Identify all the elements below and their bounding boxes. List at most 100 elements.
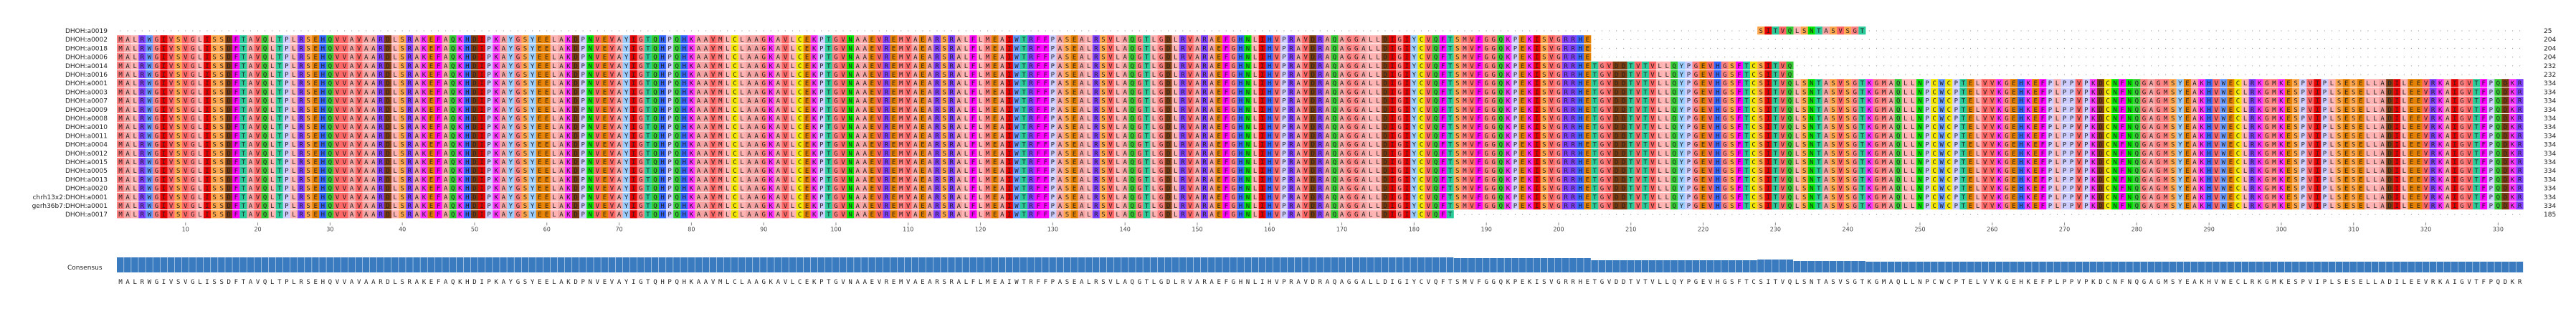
residue-letter: E	[429, 80, 433, 87]
residue-letter: Q	[1434, 63, 1437, 70]
residue-letter: L	[740, 45, 743, 52]
sequence-name[interactable]: DHOH:a0004	[65, 142, 108, 149]
residue-letter: I	[2453, 80, 2456, 87]
residue-letter: A	[371, 63, 376, 70]
residue-letter: A	[913, 54, 918, 62]
sequence-name[interactable]: DHOH:a0007	[65, 98, 108, 105]
residue-letter: Q	[653, 63, 657, 70]
residue-letter: V	[841, 63, 845, 70]
gap-dot	[799, 30, 800, 31]
gap-dot	[1883, 48, 1884, 49]
residue-letter: K	[2091, 80, 2096, 87]
sequence-name[interactable]: DHOH:a0008	[65, 115, 108, 123]
residue-letter: F	[2041, 89, 2045, 96]
residue-letter: F	[1044, 98, 1047, 105]
gap-dot	[2425, 65, 2426, 66]
sequence-name[interactable]: DHOH:a0003	[65, 89, 108, 96]
gap-dot	[1970, 74, 1971, 75]
gap-dot	[1883, 74, 1884, 75]
residue-letter: K	[422, 98, 427, 105]
sequence-name[interactable]: DHOH:a0019	[65, 28, 108, 35]
residue-letter: I	[480, 80, 483, 87]
residue-letter: V	[596, 80, 600, 87]
residue-letter: A	[350, 45, 354, 52]
sequence-name[interactable]: DHOH:a0016	[65, 72, 108, 79]
residue-letter: F	[437, 54, 440, 62]
gap-dot	[1067, 30, 1068, 31]
residue-letter: A	[754, 98, 759, 105]
sequence-name[interactable]: DHOH:a0005	[65, 168, 108, 175]
sequence-name[interactable]: DHOH:a0015	[65, 159, 108, 166]
residue-letter: G	[1600, 98, 1604, 105]
residue-letter: P	[2063, 98, 2067, 105]
residue-letter: A	[125, 80, 130, 87]
residue-letter: G	[1484, 37, 1488, 44]
gap-dot	[1941, 65, 1942, 66]
residue-letter: Q	[263, 98, 267, 105]
gap-dot	[1977, 48, 1978, 49]
gap-dot	[1926, 30, 1927, 31]
residue-letter: D	[227, 89, 231, 96]
sequence-name[interactable]: DHOH:a0001	[65, 80, 108, 87]
residue-letter: D	[574, 63, 577, 70]
gap-dot	[2353, 74, 2354, 75]
sequence-name[interactable]: DHOH:a0006	[65, 54, 108, 62]
sequence-name[interactable]: DHOH:a0011	[65, 133, 108, 140]
residue-letter: I	[1405, 98, 1409, 105]
sequence-name[interactable]: DHOH:a0010	[65, 124, 108, 131]
residue-letter: H	[1268, 45, 1271, 52]
sequence-name[interactable]: DHOH:a0009	[65, 107, 108, 114]
residue-letter: E	[805, 80, 809, 87]
gap-dot	[2020, 30, 2021, 31]
residue-letter: A	[1058, 45, 1063, 52]
residue-letter: R	[299, 98, 303, 105]
residue-letter: A	[1340, 63, 1344, 70]
sequence-name[interactable]: DHOH:a0012	[65, 151, 108, 158]
sequence-name[interactable]: DHOH:a0014	[65, 63, 108, 70]
residue-letter: I	[1260, 37, 1264, 44]
sequence-name[interactable]: DHOH:a0017	[65, 211, 108, 219]
residue-letter: G	[639, 54, 642, 62]
residue-letter: V	[256, 72, 260, 79]
residue-letter: D	[1311, 54, 1315, 62]
residue-letter: H	[1578, 98, 1582, 105]
residue-letter: N	[1246, 45, 1250, 52]
residue-letter: R	[299, 37, 303, 44]
residue-letter: A	[1195, 63, 1199, 70]
residue-letter: A	[415, 63, 419, 70]
gap-dot	[2454, 39, 2455, 40]
gap-dot	[2078, 65, 2079, 66]
residue-letter: E	[2286, 89, 2290, 96]
residue-letter: H	[1578, 89, 1582, 96]
residue-letter: V	[169, 54, 174, 62]
residue-letter: A	[1326, 80, 1330, 87]
sequence-name[interactable]: gerh36b7:DHOH:a0001	[32, 203, 108, 210]
sequence-name[interactable]: chrh13x2:DHOH:a0001	[33, 194, 108, 201]
residue-letter: A	[855, 80, 860, 87]
sequence-name[interactable]: DHOH:a0002	[65, 37, 108, 44]
residue-letter: V	[169, 80, 174, 87]
residue-letter: A	[1361, 63, 1366, 70]
sequence-name[interactable]: DHOH:a0020	[65, 186, 108, 193]
residue-letter: P	[667, 54, 672, 62]
residue-letter: H	[321, 89, 325, 96]
residue-letter: A	[754, 72, 759, 79]
residue-letter: G	[1354, 37, 1358, 44]
residue-letter: T	[1629, 72, 1633, 79]
residue-letter: A	[1326, 98, 1330, 105]
residue-letter: N	[1810, 80, 1813, 87]
residue-letter: H	[1239, 37, 1242, 44]
gap-dot	[915, 30, 916, 31]
residue-letter: S	[176, 54, 180, 62]
residue-letter: I	[1007, 80, 1011, 87]
gap-dot	[2303, 30, 2304, 31]
sequence-name[interactable]: DHOH:a0013	[65, 176, 108, 184]
gap-dot	[886, 30, 887, 31]
residue-letter: N	[2113, 89, 2116, 96]
sequence-name[interactable]: DHOH:a0018	[65, 45, 108, 52]
residue-letter: M	[718, 45, 723, 52]
residue-letter: A	[1195, 54, 1199, 62]
gap-dot	[1919, 48, 1920, 49]
gap-dot	[2230, 74, 2231, 75]
